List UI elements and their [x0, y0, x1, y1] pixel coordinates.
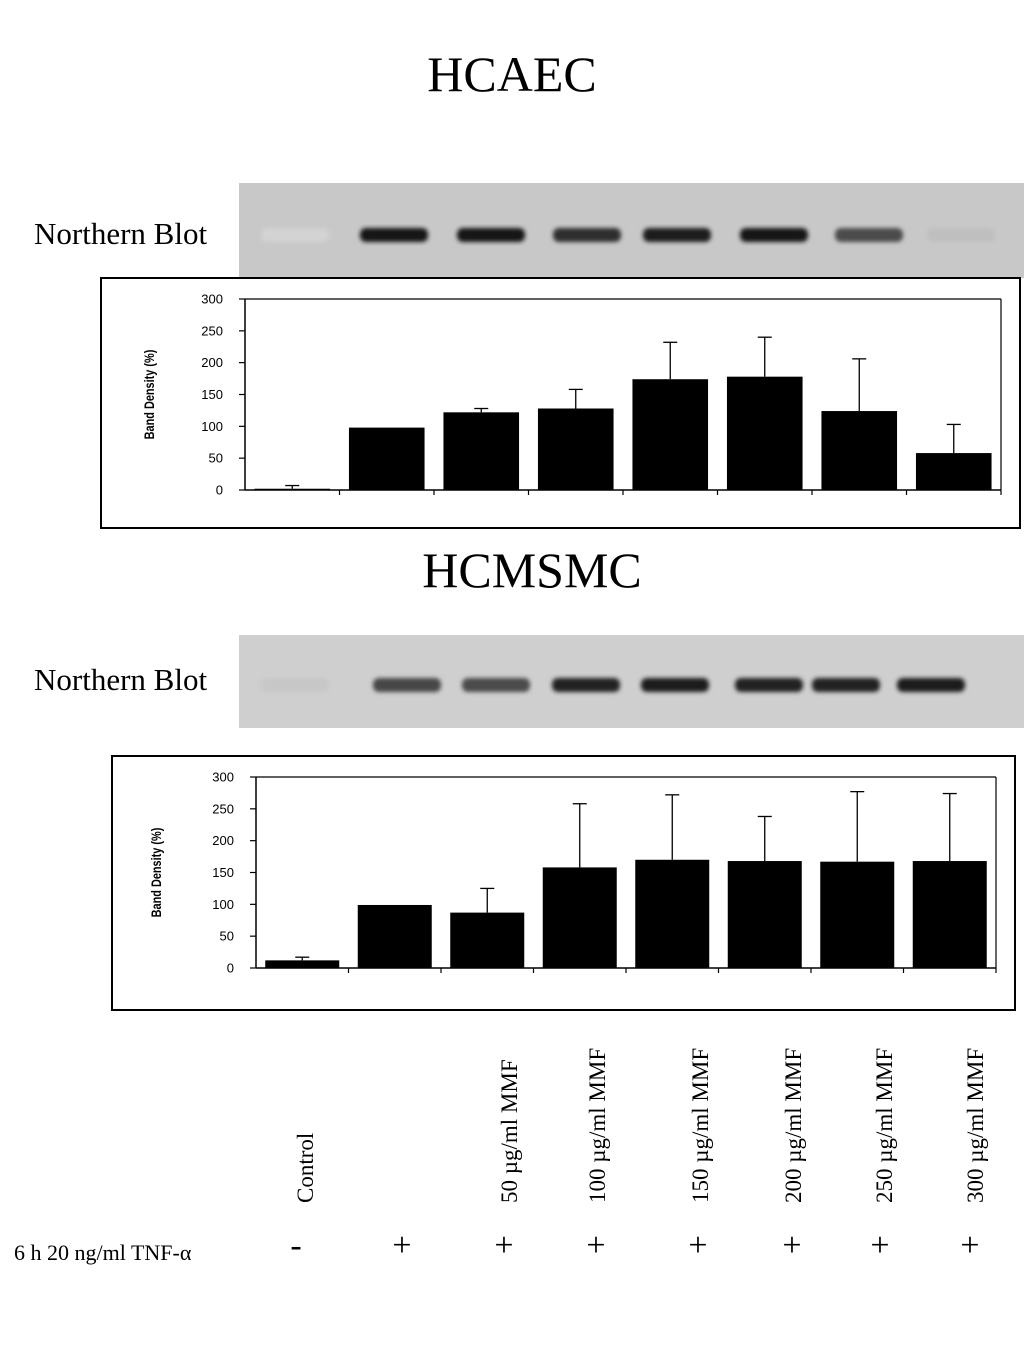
lane-label: 200 µg/ml MMF — [781, 1047, 806, 1203]
plus-sign: + — [494, 1227, 514, 1264]
bar — [726, 376, 803, 490]
bar — [915, 453, 992, 490]
title-hcmsmc: HCMSMC — [422, 542, 642, 598]
lane-label: 50 µg/ml MMF — [497, 1059, 522, 1203]
y-tick-label: 200 — [201, 355, 223, 370]
y-tick-label: 300 — [201, 292, 223, 307]
blot-band — [373, 678, 441, 692]
blot-band — [552, 678, 620, 692]
y-tick-label: 0 — [227, 961, 234, 976]
northern-blot-image-hcmsmc — [239, 635, 1024, 728]
plus-sign: + — [960, 1227, 980, 1264]
lane-label: 300 µg/ml MMF — [963, 1047, 988, 1203]
bar — [265, 960, 340, 968]
y-tick-label: 100 — [212, 897, 234, 912]
y-tick-label: 50 — [209, 451, 223, 466]
lane-label: 250 µg/ml MMF — [872, 1047, 897, 1203]
bar — [820, 861, 895, 968]
plus-sign: + — [870, 1227, 890, 1264]
blot-background — [239, 183, 1024, 278]
bar — [635, 859, 710, 968]
blot-background — [239, 635, 1024, 728]
blot-band — [360, 228, 428, 242]
y-tick-label: 0 — [216, 483, 223, 498]
northern-blot-label-hcmsmc: Northern Blot — [34, 662, 208, 697]
plus-sign: + — [688, 1227, 708, 1264]
plus-sign: + — [782, 1227, 802, 1264]
blot-band — [261, 678, 329, 692]
y-tick-label: 100 — [201, 419, 223, 434]
blot-band — [553, 228, 621, 242]
bar-chart-hcmsmc: 0 50 100 150 200 250 300 Band Density (%) — [111, 755, 1016, 1011]
bar — [537, 408, 614, 490]
bar — [632, 379, 709, 490]
blot-band — [812, 678, 880, 692]
blot-band — [261, 228, 329, 242]
y-tick-label: 300 — [212, 770, 234, 785]
y-tick-label: 150 — [212, 865, 234, 880]
y-tick-label: 250 — [201, 323, 223, 338]
plus-sign: + — [586, 1227, 606, 1264]
northern-blot-label-hcaec: Northern Blot — [34, 216, 208, 251]
bar-chart-hcaec: 0 50 100 150 200 250 300 Band Density (%) — [100, 277, 1021, 529]
lane-label: 150 µg/ml MMF — [688, 1047, 713, 1203]
blot-band — [927, 228, 995, 242]
blot-band — [457, 228, 525, 242]
bar — [450, 912, 525, 968]
plus-sign: + — [392, 1227, 412, 1264]
y-tick-label: 250 — [212, 801, 234, 816]
blot-band — [740, 228, 808, 242]
lane-label: Control — [293, 1132, 318, 1203]
blot-band — [643, 228, 711, 242]
blot-band — [897, 678, 965, 692]
northern-blot-image-hcaec — [239, 183, 1024, 278]
bar — [542, 867, 617, 968]
y-tick-label: 150 — [201, 387, 223, 402]
bar — [254, 488, 331, 491]
bar — [348, 427, 425, 490]
blot-band — [835, 228, 903, 242]
treatment-label: 6 h 20 ng/ml TNF-α — [14, 1240, 192, 1265]
lane-label: 100 µg/ml MMF — [585, 1047, 610, 1203]
y-axis-label: Band Density (%) — [142, 350, 158, 440]
bar — [727, 861, 802, 968]
title-hcaec: HCAEC — [427, 46, 597, 102]
blot-band — [641, 678, 709, 692]
minus-sign: - — [290, 1227, 302, 1264]
y-tick-label: 50 — [220, 929, 234, 944]
bar — [821, 411, 898, 490]
y-axis-label: Band Density (%) — [149, 828, 165, 918]
bar — [912, 861, 987, 968]
blot-band — [462, 678, 530, 692]
bar — [443, 412, 520, 490]
y-tick-label: 200 — [212, 833, 234, 848]
blot-band — [735, 678, 803, 692]
bar — [357, 904, 432, 968]
